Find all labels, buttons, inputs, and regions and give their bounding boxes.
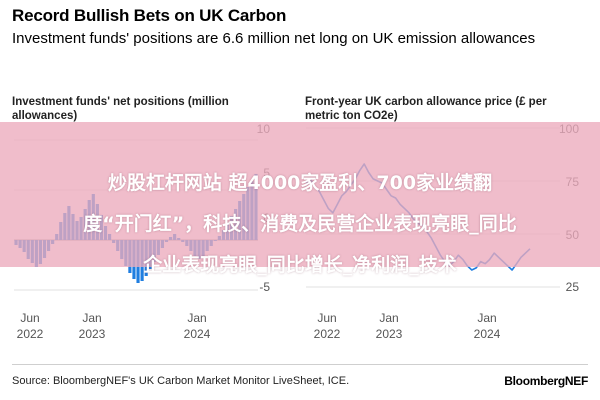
right-x-tick-month: Jun [317,311,336,325]
right-x-tick-month: Jan [379,311,398,325]
footer-divider [12,364,588,365]
right-x-tick-month: Jan [477,311,496,325]
right-x-tick-year: 2022 [314,327,341,341]
left-x-tick-month: Jan [82,311,101,325]
overlay-text-line: 企业表现亮眼_同比增长_净利润_技术 [143,254,457,276]
left-chart-title: Investment funds' net positions (million… [12,96,229,122]
brand-logo: BloombergNEF [504,374,588,388]
right-x-tick-year: 2023 [376,327,403,341]
page-subtitle: Investment funds' positions are 6.6 mill… [12,30,536,47]
page-title: Record Bullish Bets on UK Carbon [12,6,287,25]
left-x-tick-month: Jan [187,311,206,325]
watermark-overlay-band [0,122,600,267]
left-x-tick-year: 2022 [17,327,44,341]
left-x-tick-month: Jun [20,311,39,325]
left-x-tick-year: 2024 [184,327,211,341]
right-chart-title: Front-year UK carbon allowance price (£ … [305,96,547,122]
overlay-text-line: 炒股杠杆网站 超4000家盈利、700家业绩翻 [107,172,493,194]
left-x-tick-year: 2023 [79,327,106,341]
overlay-text-line: 度“开门红”，科技、消费及民营企业表现亮眼_同比 [83,213,517,235]
source-note: Source: BloombergNEF's UK Carbon Market … [12,375,350,387]
right-x-tick-year: 2024 [474,327,501,341]
right-y-tick-label: 25 [566,280,580,294]
left-y-tick-label: -5 [259,280,270,294]
